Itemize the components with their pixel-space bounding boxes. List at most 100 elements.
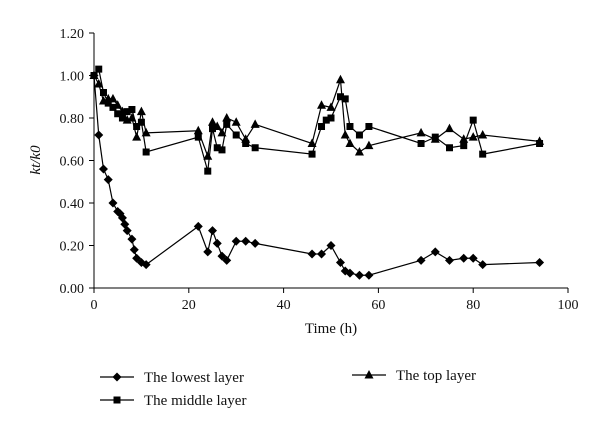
the-lowest-layer-point-18 (212, 238, 222, 248)
the-lowest-layer-point-26 (326, 241, 336, 250)
the-top-layer-point-4 (108, 93, 118, 103)
the-middle-layer-point-28 (355, 131, 363, 139)
the-middle-layer-point-32 (446, 144, 453, 152)
the-middle-layer-point-15 (213, 144, 221, 152)
legend-label: The middle layer (144, 393, 246, 409)
the-lowest-layer-point-29 (345, 268, 355, 278)
the-middle-layer-point-2 (99, 89, 107, 96)
series-layer (89, 65, 545, 280)
the-top-layer-point-16 (217, 127, 227, 137)
the-top-layer-point-29 (416, 127, 426, 137)
legend-the-top-layer-point-0 (364, 370, 374, 379)
x-tick-label: 100 (558, 298, 579, 313)
the-top-layer-point-30 (430, 134, 440, 143)
the-middle-layer-point-25 (336, 93, 344, 101)
the-middle-layer-point-14 (209, 125, 216, 133)
the-top-layer-point-31 (445, 123, 454, 133)
the-top-layer-point-9 (132, 132, 142, 141)
the-lowest-layer-point-31 (364, 270, 374, 280)
y-tick-label: 0.60 (60, 155, 85, 170)
the-middle-layer-point-33 (460, 142, 468, 150)
the-top-layer-point-33 (468, 132, 478, 141)
series-line-the-lowest-layer (93, 75, 540, 276)
y-tick-label: 1.20 (60, 27, 85, 42)
the-top-layer-point-14 (208, 117, 217, 126)
the-top-layer-point-22 (317, 100, 327, 109)
y-tick-label: 0.20 (60, 240, 85, 255)
the-middle-layer-point-16 (218, 146, 226, 154)
the-top-layer-point-17 (222, 113, 232, 122)
y-tick-label: 0.80 (60, 112, 85, 127)
the-middle-layer-point-1 (95, 65, 103, 73)
legend-item-the-middle-layer: The middle layer (100, 393, 246, 409)
legend-item-the-top-layer: The top layer (352, 368, 476, 384)
y-tick-label: 0.00 (60, 282, 85, 297)
the-top-layer-point-32 (459, 134, 469, 143)
the-lowest-layer-point-20 (222, 255, 232, 265)
the-top-layer-point-1 (94, 79, 104, 88)
the-middle-layer-point-7 (123, 108, 131, 116)
the-middle-layer-point-3 (104, 99, 112, 107)
the-top-layer-point-12 (193, 125, 203, 135)
the-top-layer-point-20 (250, 119, 260, 128)
the-lowest-layer-point-1 (94, 130, 104, 140)
the-lowest-layer-point-24 (307, 249, 317, 259)
series-line-the-top-layer (93, 75, 540, 157)
series-the-lowest-layer (89, 71, 545, 280)
x-tick-label: 0 (91, 298, 98, 313)
the-middle-layer-point-22 (318, 123, 326, 130)
series-the-top-layer (89, 70, 545, 160)
the-middle-layer-point-8 (128, 106, 136, 113)
the-middle-layer-point-21 (308, 150, 316, 158)
the-top-layer-point-34 (478, 130, 488, 139)
the-lowest-layer-point-23 (250, 238, 260, 248)
the-lowest-layer-point-38 (535, 258, 545, 267)
the-top-layer-point-24 (335, 74, 345, 84)
the-middle-layer-point-5 (114, 110, 122, 118)
legend-item-the-lowest-layer: The lowest layer (100, 370, 244, 386)
the-middle-layer-point-29 (365, 123, 373, 130)
the-top-layer-point-19 (241, 134, 251, 143)
the-top-layer-point-8 (127, 113, 137, 122)
the-middle-layer-point-34 (469, 116, 477, 124)
the-middle-layer-point-11 (142, 148, 150, 156)
the-lowest-layer-point-11 (129, 245, 139, 255)
the-middle-layer-point-9 (133, 123, 141, 130)
the-lowest-layer-point-14 (141, 260, 151, 270)
the-top-layer-point-35 (535, 136, 545, 145)
the-middle-layer-point-12 (194, 133, 202, 141)
the-lowest-layer-point-30 (354, 270, 364, 280)
the-top-layer-point-26 (345, 138, 355, 147)
the-top-layer-point-23 (326, 102, 336, 111)
the-lowest-layer-point-32 (416, 255, 426, 265)
the-middle-layer-point-26 (341, 95, 349, 103)
the-lowest-layer-point-37 (478, 260, 488, 270)
the-top-layer-point-5 (113, 100, 123, 109)
the-lowest-layer-point-17 (208, 226, 217, 236)
the-lowest-layer-point-27 (335, 258, 345, 267)
legend: The lowest layer The middle layer The top … (100, 368, 476, 409)
x-tick-label: 40 (277, 298, 291, 313)
y-axis-title: kt/k0 (28, 145, 44, 175)
x-axis-title: Time (h) (305, 321, 357, 337)
x-tick-label: 20 (182, 298, 196, 313)
x-tick-label: 80 (466, 298, 480, 313)
x-tick-label: 60 (371, 298, 385, 313)
the-top-layer-point-28 (364, 140, 374, 150)
legend-the-middle-layer-point-0 (113, 396, 121, 404)
the-top-layer-point-11 (141, 127, 151, 137)
the-lowest-layer-point-15 (193, 221, 203, 231)
the-lowest-layer-point-36 (468, 253, 478, 263)
legend-label: The lowest layer (144, 370, 244, 386)
legend-the-lowest-layer-point-0 (112, 372, 122, 382)
the-middle-layer-point-27 (346, 123, 354, 130)
y-tick-label: 0.40 (60, 197, 85, 212)
the-middle-layer-point-18 (232, 131, 240, 139)
the-middle-layer-point-35 (479, 150, 487, 158)
the-lowest-layer-point-9 (122, 226, 132, 236)
the-top-layer-point-6 (117, 106, 127, 116)
the-lowest-layer-point-4 (108, 198, 118, 208)
y-axis-ticks: 0.00 0.20 0.40 0.60 0.80 1.00 1.20 (60, 27, 94, 297)
x-axis-ticks: 0 20 40 60 80 100 (91, 288, 579, 313)
